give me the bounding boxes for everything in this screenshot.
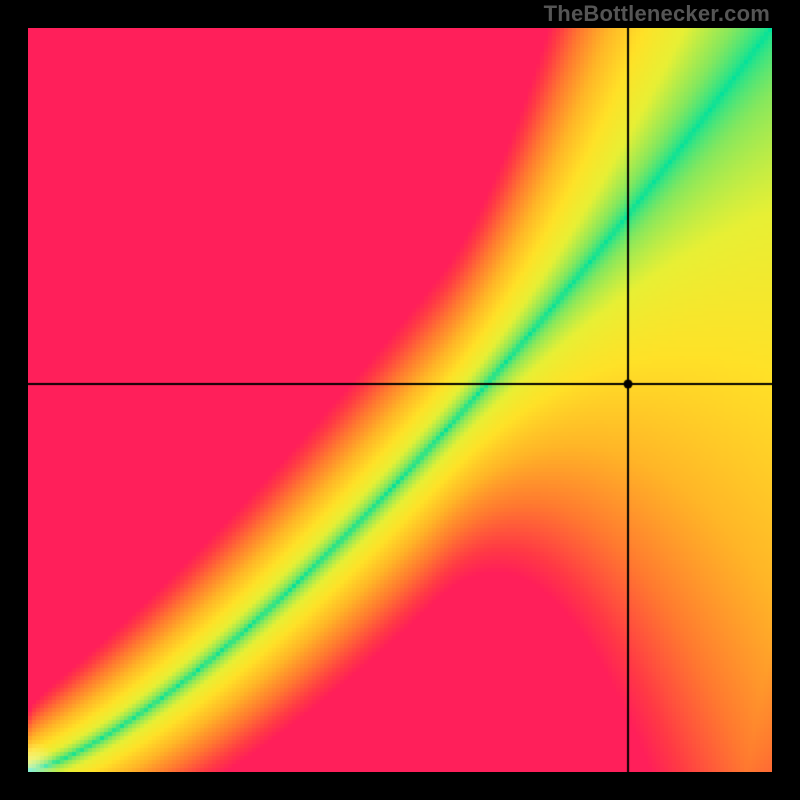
plot-area bbox=[28, 28, 772, 772]
watermark: TheBottlenecker.com bbox=[544, 1, 770, 27]
heatmap-canvas bbox=[28, 28, 772, 772]
frame-bottom bbox=[0, 772, 800, 800]
frame-right bbox=[772, 0, 800, 800]
frame-left bbox=[0, 0, 28, 800]
